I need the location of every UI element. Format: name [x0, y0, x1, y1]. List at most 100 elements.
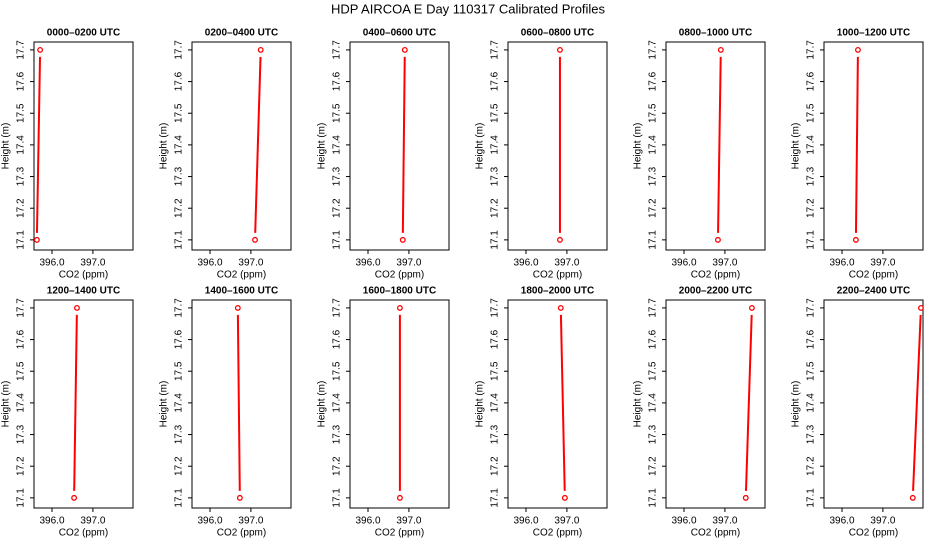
y-axis-label: Height (m) [475, 123, 486, 170]
x-tick-label: 397.0 [554, 258, 579, 269]
y-tick-label: 17.2 [806, 198, 817, 218]
plot-frame [191, 41, 292, 251]
profile-line [559, 314, 566, 491]
x-tick-label: 396.0 [39, 258, 64, 269]
x-axis-label: CO2 (ppm) [59, 528, 108, 539]
x-axis-label: CO2 (ppm) [691, 270, 740, 281]
panel-title: 0200–0400 UTC [205, 28, 278, 39]
data-point [37, 46, 44, 53]
x-axis-label: CO2 (ppm) [375, 270, 424, 281]
y-tick-label: 17.6 [174, 329, 185, 349]
x-tick-label: 396.0 [355, 258, 380, 269]
panel-title: 1200–1400 UTC [47, 286, 120, 297]
y-tick-label: 17.1 [16, 488, 27, 508]
y-tick-label: 17.2 [16, 456, 27, 476]
x-tick-label: 396.0 [197, 258, 222, 269]
y-tick-label: 17.7 [16, 40, 27, 60]
x-tick-label: 396.0 [829, 516, 854, 527]
y-tick-label: 17.4 [16, 135, 27, 155]
data-point [561, 494, 568, 501]
plot-frame [349, 41, 450, 251]
x-axis-label: CO2 (ppm) [375, 528, 424, 539]
data-point [401, 46, 408, 53]
x-axis-label: CO2 (ppm) [533, 270, 582, 281]
data-point [715, 236, 721, 243]
data-point [234, 304, 241, 311]
y-tick-label: 17.5 [332, 103, 343, 123]
y-tick-label: 17.3 [648, 166, 659, 186]
y-tick-label: 17.7 [490, 40, 501, 60]
data-point [257, 46, 264, 53]
panel-title: 2000–2200 UTC [679, 286, 752, 297]
y-tick-label: 17.5 [806, 103, 817, 123]
y-tick-label: 17.1 [174, 488, 185, 508]
x-axis-label: CO2 (ppm) [849, 528, 898, 539]
y-tick-label: 17.4 [332, 393, 343, 413]
y-tick-label: 17.1 [332, 488, 343, 508]
panel-title: 1600–1800 UTC [363, 286, 436, 297]
x-tick-label: 397.0 [80, 516, 105, 527]
data-point [855, 46, 861, 53]
y-tick-label: 17.1 [16, 230, 27, 250]
y-axis-label: Height (m) [317, 381, 328, 428]
y-tick-label: 17.2 [648, 456, 659, 476]
x-axis-label: CO2 (ppm) [691, 528, 740, 539]
y-tick-label: 17.6 [490, 71, 501, 91]
x-tick-label: 396.0 [671, 516, 696, 527]
plot-frame [191, 299, 292, 509]
y-tick-label: 17.5 [16, 361, 27, 381]
profile-line [744, 314, 753, 491]
profile-line [912, 314, 922, 491]
y-axis-label: Height (m) [475, 381, 486, 428]
panel-title: 1400–1600 UTC [205, 286, 278, 297]
y-tick-label: 17.6 [16, 71, 27, 91]
y-tick-label: 17.5 [806, 361, 817, 381]
x-tick-label: 396.0 [513, 258, 538, 269]
panel-title: 0800–1000 UTC [679, 28, 752, 39]
y-tick-label: 17.2 [332, 456, 343, 476]
y-axis-label: Height (m) [159, 381, 170, 428]
y-tick-label: 17.6 [648, 71, 659, 91]
y-tick-label: 17.4 [174, 135, 185, 155]
data-point [399, 236, 406, 243]
data-point [252, 236, 258, 243]
data-point [74, 304, 80, 311]
y-tick-label: 17.3 [174, 166, 185, 186]
y-tick-label: 17.7 [806, 298, 817, 318]
profile-line [35, 56, 42, 233]
y-tick-label: 17.6 [806, 329, 817, 349]
y-tick-label: 17.2 [490, 198, 501, 218]
y-tick-label: 17.3 [16, 166, 27, 186]
y-tick-label: 17.4 [490, 135, 501, 155]
y-tick-label: 17.2 [174, 198, 185, 218]
y-axis-label: Height (m) [791, 123, 802, 170]
profile-line [236, 314, 241, 491]
y-tick-label: 17.6 [806, 71, 817, 91]
x-axis-label: CO2 (ppm) [533, 528, 582, 539]
y-tick-label: 17.3 [332, 166, 343, 186]
plot-frame [823, 41, 924, 251]
y-tick-label: 17.5 [490, 361, 501, 381]
profile-line [854, 56, 859, 233]
x-axis-label: CO2 (ppm) [59, 270, 108, 281]
panel-title: 1000–1200 UTC [837, 28, 910, 39]
panel-title: 0000–0200 UTC [47, 28, 120, 39]
data-point [557, 46, 563, 53]
panel-title: 0400–0600 UTC [363, 28, 436, 39]
y-tick-label: 17.2 [648, 198, 659, 218]
data-point [909, 494, 916, 501]
y-tick-label: 17.6 [174, 71, 185, 91]
y-tick-label: 17.4 [806, 393, 817, 413]
panel-title: 0600–0800 UTC [521, 28, 594, 39]
y-tick-label: 17.7 [490, 298, 501, 318]
y-tick-label: 17.6 [332, 329, 343, 349]
x-tick-label: 397.0 [554, 516, 579, 527]
x-tick-label: 397.0 [396, 258, 421, 269]
x-tick-label: 396.0 [197, 516, 222, 527]
y-axis-label: Height (m) [317, 123, 328, 170]
y-tick-label: 17.1 [332, 230, 343, 250]
y-tick-label: 17.5 [648, 103, 659, 123]
data-point [71, 494, 78, 501]
plot-frame [349, 299, 450, 509]
